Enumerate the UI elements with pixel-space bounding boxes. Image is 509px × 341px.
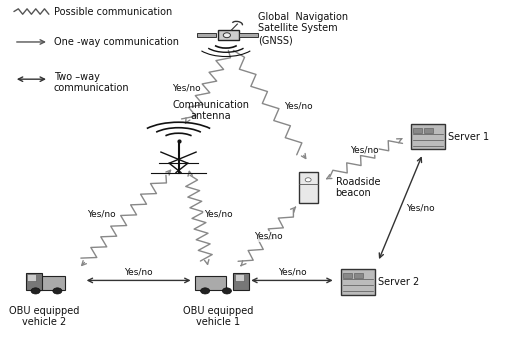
Bar: [343, 273, 352, 278]
Text: Yes/no: Yes/no: [87, 210, 116, 219]
Bar: [411, 124, 445, 149]
Bar: [34, 276, 65, 291]
Circle shape: [223, 33, 231, 38]
Text: Global  Navigation
Satellite System
(GNSS): Global Navigation Satellite System (GNSS…: [258, 12, 349, 45]
Text: Roadside
beacon: Roadside beacon: [335, 177, 380, 198]
Text: Yes/no: Yes/no: [204, 210, 233, 219]
Text: OBU equipped
vehicle 1: OBU equipped vehicle 1: [183, 306, 253, 327]
Circle shape: [53, 288, 62, 294]
Text: Yes/no: Yes/no: [254, 232, 282, 241]
Text: Server 1: Server 1: [448, 132, 489, 142]
Text: Server 2: Server 2: [378, 277, 419, 287]
Text: Two –way
communication: Two –way communication: [54, 72, 129, 93]
Text: Yes/no: Yes/no: [172, 84, 201, 93]
Text: One -way communication: One -way communication: [54, 37, 179, 47]
Bar: [218, 30, 239, 40]
Text: Yes/no: Yes/no: [124, 267, 153, 277]
Bar: [341, 269, 375, 295]
Circle shape: [305, 178, 311, 182]
Text: Yes/no: Yes/no: [350, 146, 379, 155]
Text: Communication
antenna: Communication antenna: [173, 100, 249, 121]
Bar: [27, 275, 36, 281]
Text: Possible communication: Possible communication: [54, 6, 172, 16]
Bar: [233, 273, 249, 291]
Bar: [424, 128, 433, 133]
Bar: [354, 273, 363, 278]
Circle shape: [31, 288, 40, 294]
Circle shape: [222, 288, 232, 294]
Bar: [195, 276, 227, 291]
Bar: [413, 128, 422, 133]
Bar: [235, 275, 244, 281]
Bar: [299, 172, 318, 203]
Text: Yes/no: Yes/no: [406, 203, 435, 212]
Text: OBU equipped
vehicle 2: OBU equipped vehicle 2: [9, 306, 79, 327]
Bar: [26, 273, 42, 291]
Bar: [197, 33, 216, 37]
Bar: [239, 33, 258, 37]
Circle shape: [201, 288, 210, 294]
Text: Yes/no: Yes/no: [284, 102, 313, 111]
Text: Yes/no: Yes/no: [277, 267, 306, 277]
